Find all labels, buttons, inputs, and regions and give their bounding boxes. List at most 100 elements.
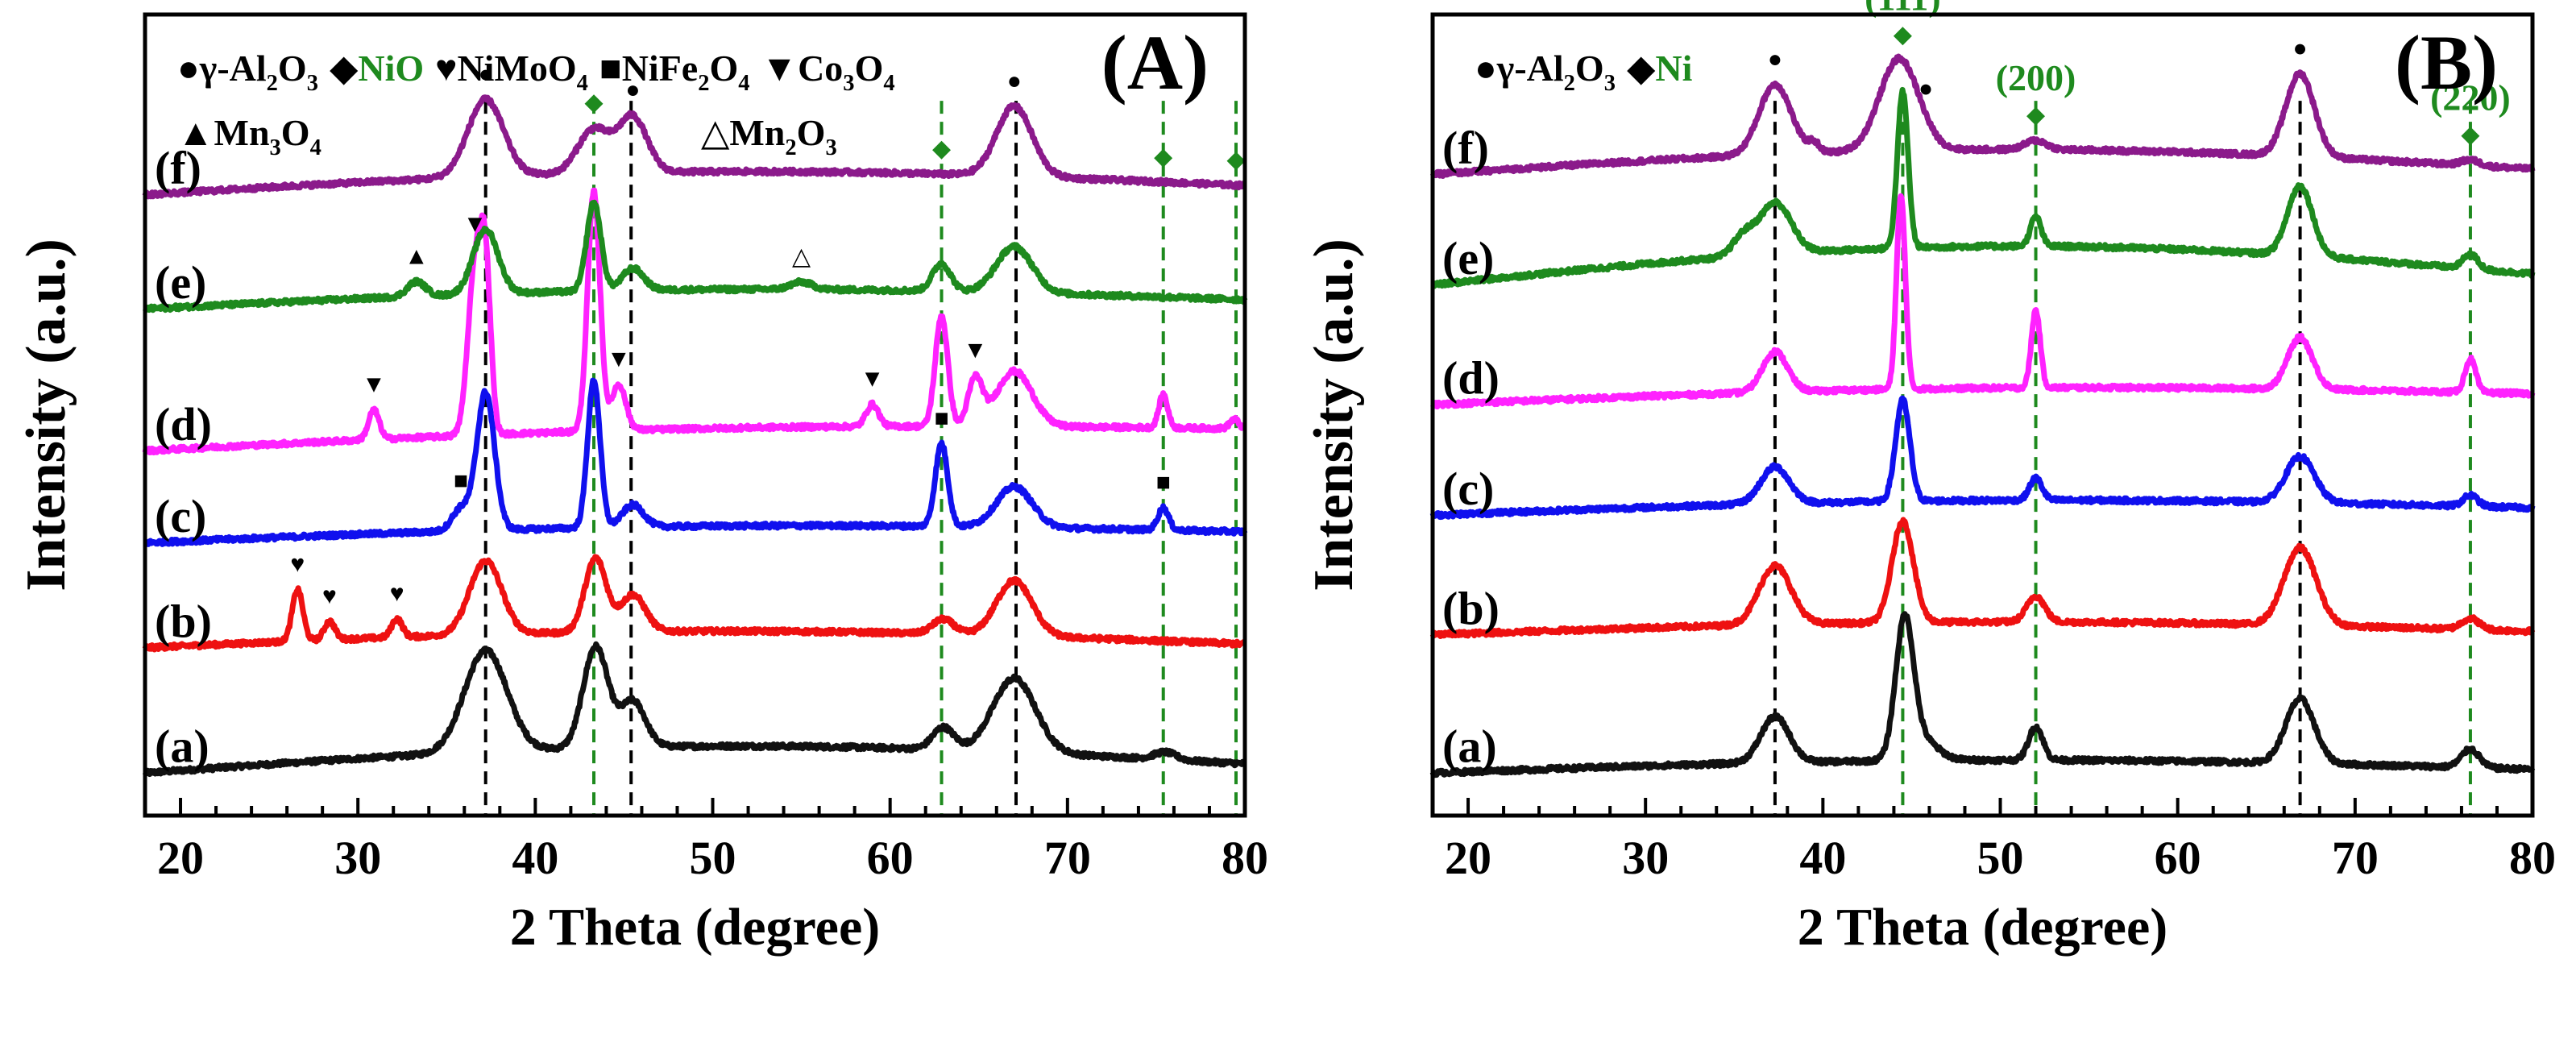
peak-marker: ▲: [404, 243, 429, 269]
plot-frame: [1430, 12, 2535, 818]
series-line-d: [142, 187, 1247, 456]
plot-frame: [143, 12, 1247, 818]
peak-marker: ●: [1768, 46, 1782, 73]
peak-marker: ◆: [1154, 143, 1172, 170]
peak-marker: ◆: [932, 135, 951, 162]
legend-symbol: ●: [1475, 48, 1497, 89]
x-tick-label: 70: [2332, 832, 2379, 884]
series-label: (f): [1442, 122, 1489, 174]
legend-text: O: [278, 48, 307, 89]
x-tick-label: 50: [690, 832, 736, 884]
series-label: (a): [1442, 720, 1497, 773]
peak-marker: ●: [479, 60, 493, 87]
peak-marker: ■: [454, 467, 468, 494]
peak-marker: ▼: [964, 337, 988, 363]
peak-marker: ◆: [2026, 102, 2045, 128]
x-tick-label: 20: [157, 832, 204, 884]
x-tick-label: 40: [1799, 832, 1846, 884]
legend-text: 4: [577, 71, 588, 96]
series-label: (b): [1442, 582, 1500, 634]
peak-marker: ▼: [362, 372, 386, 398]
series-label: (e): [1442, 232, 1494, 284]
legend-text: 3: [1604, 71, 1616, 96]
series-label: (e): [155, 256, 206, 309]
peak-marker: ♥: [290, 550, 305, 577]
peak-marker: ◆: [584, 89, 603, 116]
legend-text: 4: [883, 71, 894, 96]
legend-row: ●γ-Al2O3​◆Ni: [1475, 48, 1693, 96]
series-label: (d): [1442, 352, 1500, 405]
legend-text: Mn: [214, 112, 270, 153]
peak-marker: ●: [1007, 68, 1022, 94]
peak-marker: ▼: [463, 211, 487, 238]
series-line-e: [1430, 86, 2536, 289]
legend-text: 3: [307, 71, 318, 96]
x-tick-label: 50: [1977, 832, 2024, 884]
legend-text: γ-Al: [1496, 48, 1564, 89]
x-tick-label: 30: [1622, 832, 1669, 884]
series-line-a: [142, 641, 1247, 778]
x-axis-label: 2 Theta (degree): [510, 898, 880, 957]
series-label: (d): [155, 398, 212, 450]
x-tick-label: 30: [334, 832, 381, 884]
series-line-b: [1429, 517, 2536, 639]
panel-label: (B): [2395, 19, 2498, 106]
legend-text: O: [709, 48, 738, 89]
legend-symbol: ●: [177, 48, 200, 89]
peak-marker: ▼: [607, 346, 631, 372]
legend-symbol: ◆: [330, 48, 359, 89]
legend-text: O: [281, 112, 310, 153]
legend-text: O: [797, 112, 826, 153]
legend-text: γ-Al: [199, 48, 267, 89]
peak-marker: ▼: [861, 366, 885, 392]
legend-text: 4: [738, 71, 749, 96]
y-axis-label: Intensity (a.u.): [1303, 239, 1365, 592]
legend-text: NiO: [358, 48, 424, 89]
legend-text: 3: [843, 71, 854, 96]
legend-text: Co: [798, 48, 843, 89]
series-line-b: [142, 554, 1247, 653]
legend-symbol: ◆: [1627, 48, 1656, 89]
legend-text: 2: [698, 71, 709, 96]
legend-text: Mn: [729, 112, 785, 153]
legend-row: △Mn2O3​: [701, 112, 837, 160]
legend-text: Ni: [1655, 48, 1692, 89]
series-line-f: [142, 94, 1247, 200]
x-tick-label: 80: [2509, 832, 2556, 884]
legend-text: NiMoO: [457, 48, 576, 89]
series-label: (b): [155, 595, 212, 647]
legend-text: 2: [267, 71, 278, 96]
legend-text: 3: [825, 135, 836, 160]
peak-marker: ■: [1156, 469, 1171, 496]
legend-text: 3: [270, 135, 281, 160]
legend-symbol: ▼: [761, 48, 799, 89]
legend-text: 4: [310, 135, 321, 160]
x-tick-label: 40: [512, 832, 558, 884]
peak-marker: ◆: [1226, 147, 1245, 173]
peak-marker: ●: [2293, 35, 2308, 61]
legend-text: 2: [785, 135, 796, 160]
series-line-e: [142, 199, 1248, 313]
legend-symbol: ▲: [177, 112, 214, 153]
peak-marker: ●: [1919, 75, 1933, 102]
peak-marker: ◆: [2461, 121, 2479, 147]
peak-marker: ♥: [390, 580, 404, 607]
x-tick-label: 80: [1222, 832, 1268, 884]
series-label: (c): [155, 490, 206, 542]
x-tick-label: 60: [2155, 832, 2201, 884]
series-label: (f): [155, 142, 201, 194]
legend-symbol: ♥: [435, 48, 457, 89]
legend-row: ▲Mn3O4​: [177, 112, 321, 160]
series-line-c: [1429, 395, 2536, 521]
legend-symbol: ■: [599, 48, 622, 89]
peak-marker: ◆: [1894, 22, 1912, 48]
series-label: (a): [155, 720, 209, 773]
peak-marker: ●: [625, 77, 640, 103]
series-line-a: [1429, 611, 2536, 778]
x-tick-label: 20: [1445, 832, 1491, 884]
peak-marker: ♥: [322, 583, 337, 609]
x-tick-label: 60: [867, 832, 914, 884]
legend-text: O: [855, 48, 884, 89]
peak-marker: ■: [934, 405, 948, 431]
